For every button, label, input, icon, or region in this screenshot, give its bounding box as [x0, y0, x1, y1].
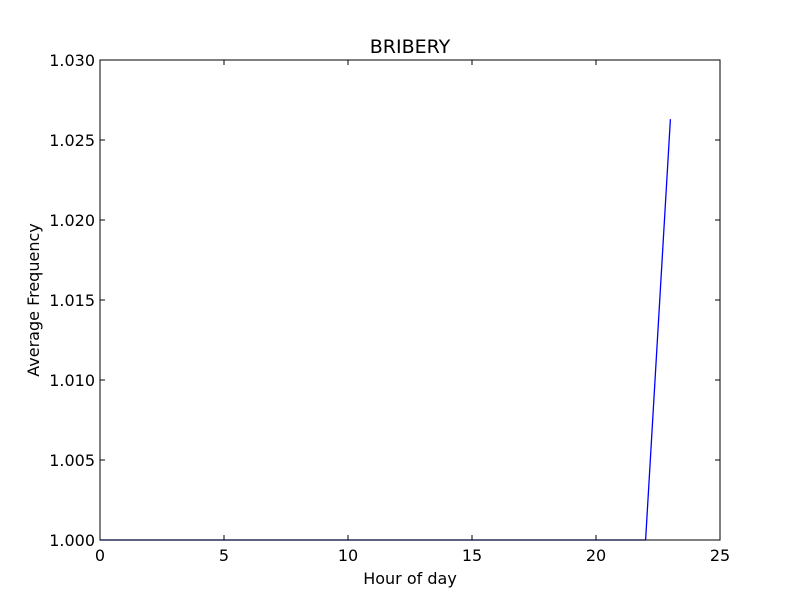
y-tick-label: 1.020	[49, 211, 95, 230]
x-tick-label: 5	[219, 546, 229, 565]
y-tick-label: 1.025	[49, 131, 95, 150]
y-axis-label: Average Frequency	[24, 223, 43, 376]
y-tick-label: 1.030	[49, 51, 95, 70]
ticks-layer: 0 5 10 15 20 25 1.000 1.005 1.010 1.015 1.020 1.025…	[49, 51, 730, 565]
x-tick-label: 10	[338, 546, 358, 565]
x-tick-label: 0	[95, 546, 105, 565]
y-tick-label: 1.005	[49, 451, 95, 470]
x-tick-label: 25	[710, 546, 730, 565]
plot-area	[100, 60, 720, 540]
chart-title: BRIBERY	[370, 36, 451, 58]
y-tick-label: 1.010	[49, 371, 95, 390]
x-tick-label: 15	[462, 546, 482, 565]
y-tick-label: 1.015	[49, 291, 95, 310]
plot-frame	[99, 59, 721, 541]
y-tick-label: 1.000	[49, 531, 95, 550]
x-axis-label: Hour of day	[363, 569, 457, 588]
x-tick-label: 20	[586, 546, 606, 565]
